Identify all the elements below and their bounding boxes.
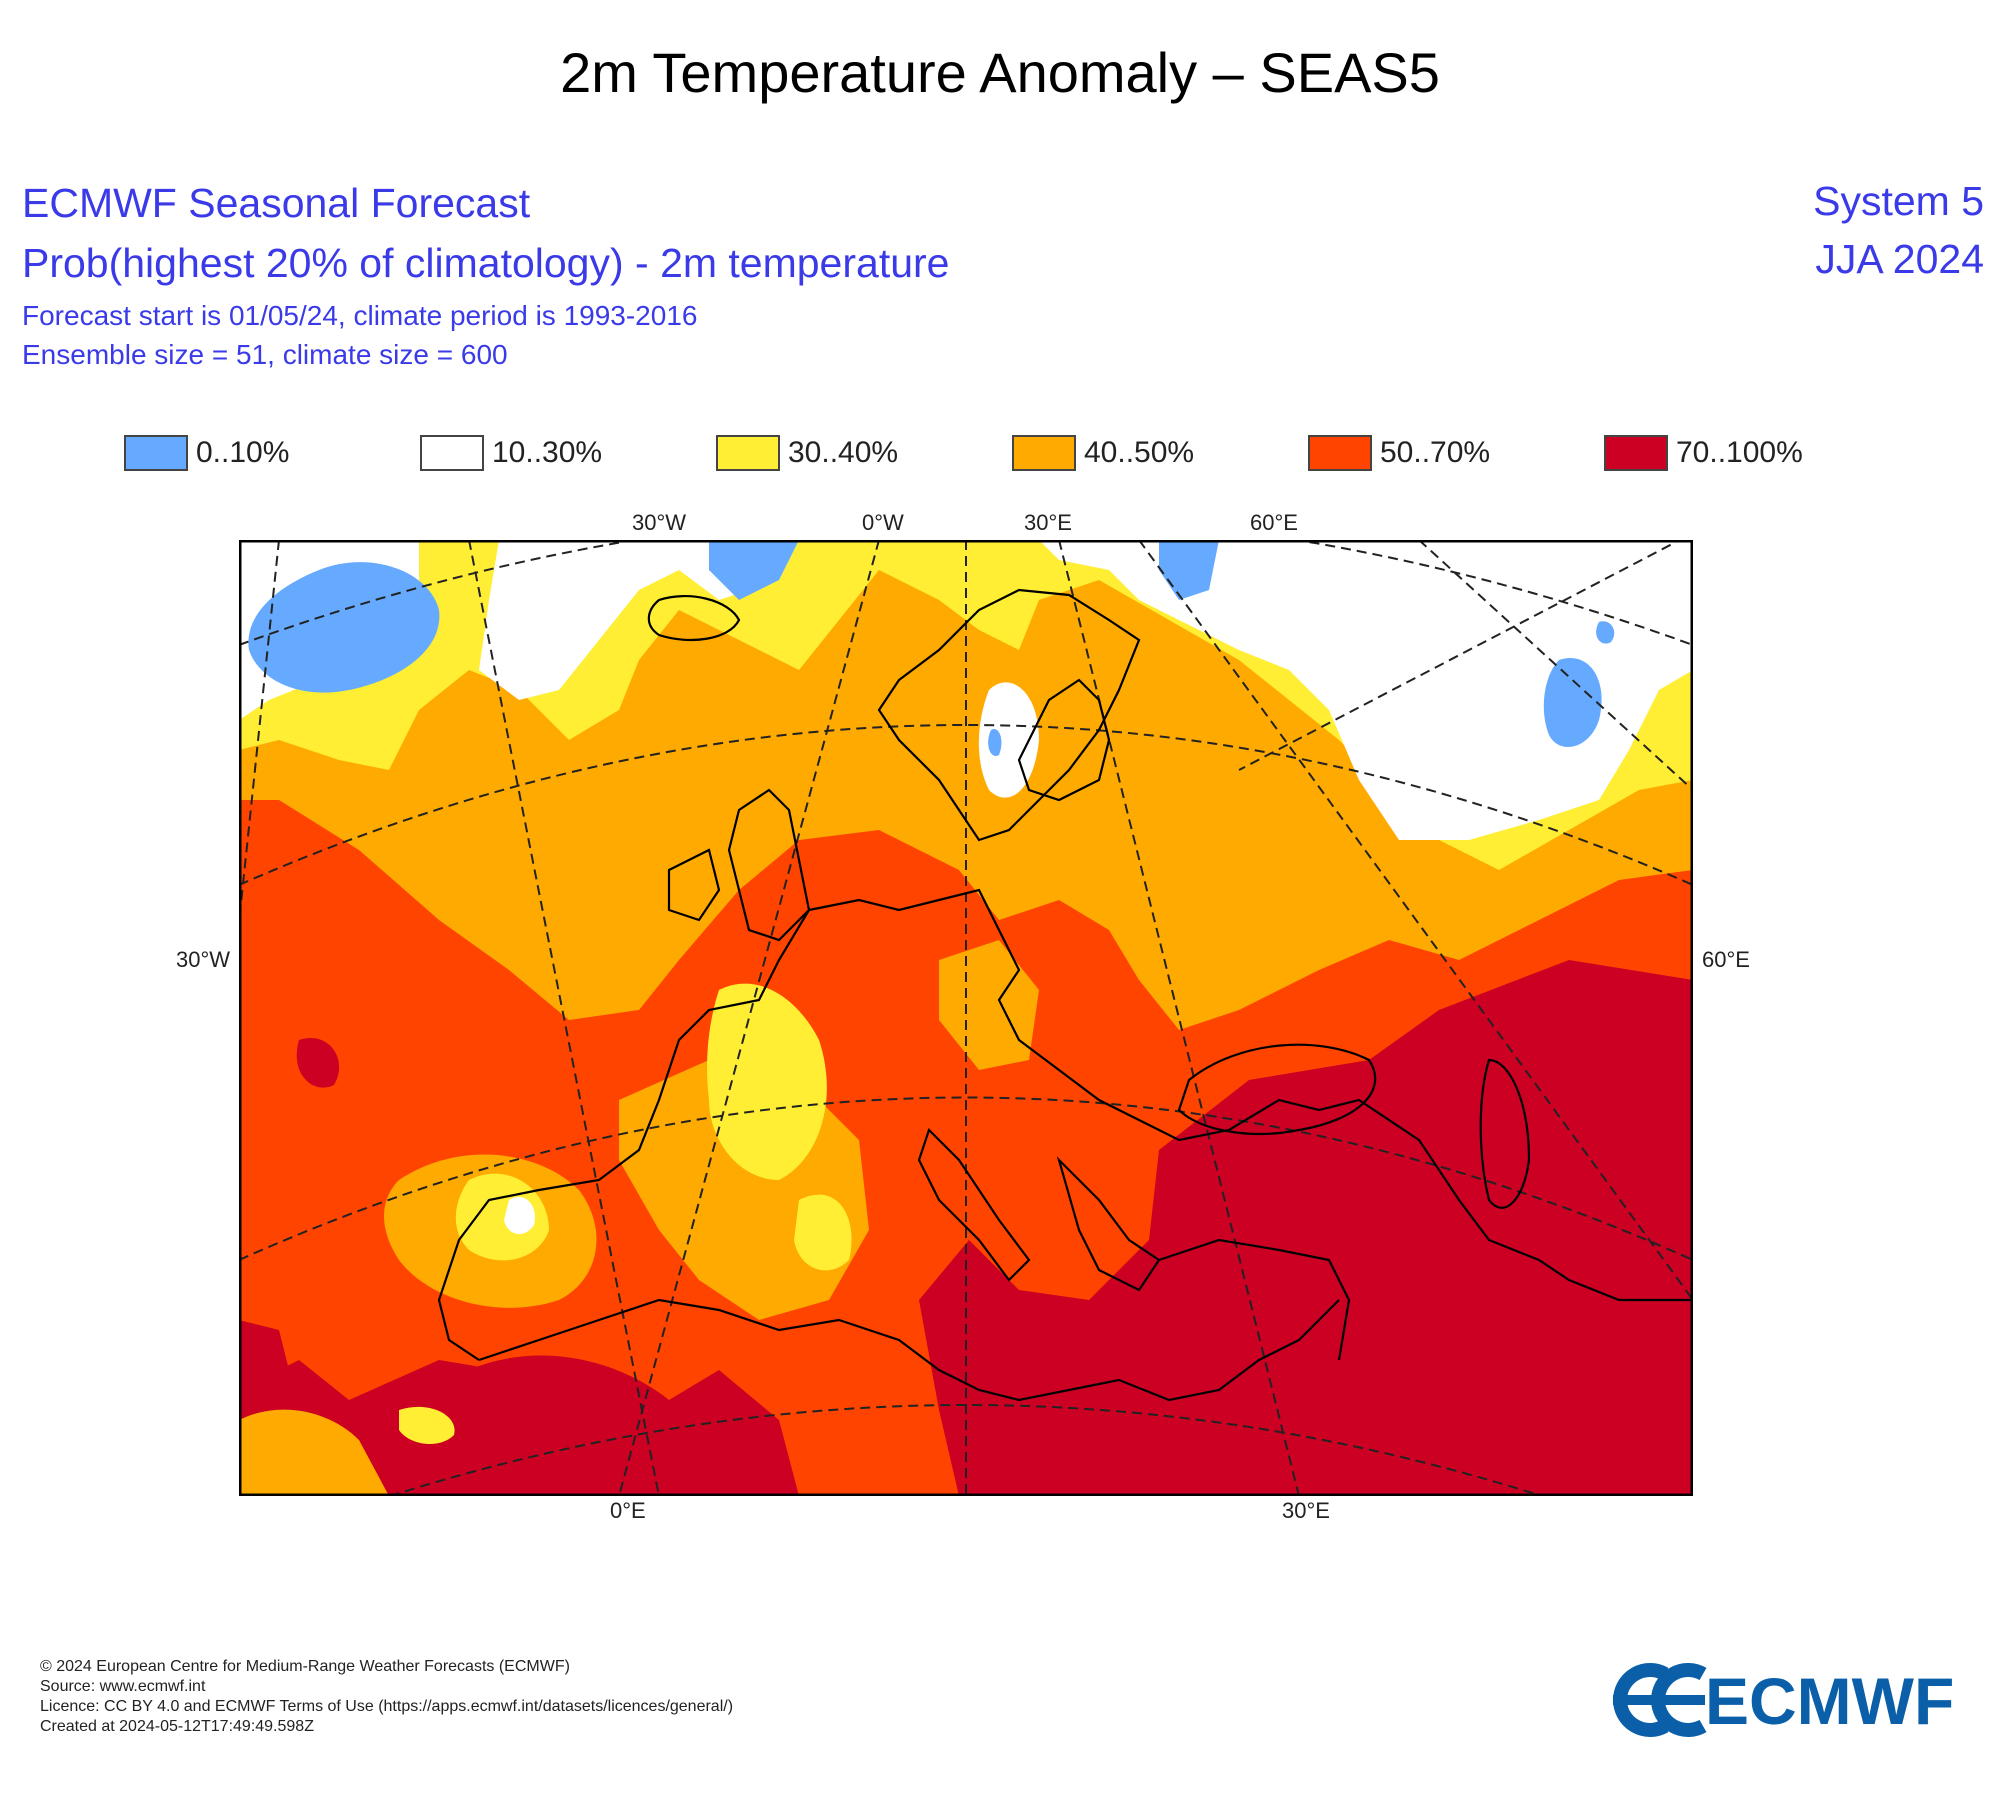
zone-0-10 (1159, 540, 1219, 600)
latitude-line (239, 1096, 1693, 1261)
coastline (727, 788, 811, 942)
legend-item: 70..100% (1604, 430, 1803, 476)
coastline (1158, 1238, 1351, 1361)
legend-swatch (1308, 435, 1372, 471)
forecast-variable: Prob(highest 20% of climatology) - 2m te… (22, 240, 950, 286)
longitude-line (239, 540, 280, 933)
top-tick-label: 60°E (1250, 510, 1298, 535)
longitude-line (1138, 540, 1693, 1301)
zone-30-40 (707, 983, 827, 1180)
zone-70-100 (239, 1320, 294, 1420)
zone-0-10 (709, 540, 799, 600)
top-tick-label: 30°W (632, 510, 687, 535)
zone-30-40 (455, 1173, 549, 1261)
legend-swatch (1012, 435, 1076, 471)
probability-field (239, 540, 1693, 1496)
map-canvas (239, 540, 1693, 1496)
ecmwf-logo-mark: ECMWF (1613, 1663, 1954, 1738)
created-line: Created at 2024-05-12T17:49:49.598Z (40, 1718, 314, 1735)
longitude-line (1238, 540, 1682, 771)
legend-item: 10..30% (420, 430, 602, 476)
legend-item: 50..70% (1308, 430, 1490, 476)
forecast-title: ECMWF Seasonal Forecast (22, 180, 531, 226)
top-tick-label: 0°W (862, 510, 904, 535)
coastline (1479, 1058, 1531, 1209)
system-label: System 5 (1813, 178, 1984, 224)
legend-label: 30..40% (788, 436, 899, 469)
legend-label: 0..10% (196, 436, 290, 469)
copyright-line: © 2024 European Centre for Medium-Range … (40, 1658, 570, 1675)
longitude-line (468, 540, 660, 1496)
coastline (1017, 678, 1111, 802)
source-line: Source: www.ecmwf.int (40, 1678, 206, 1695)
legend-swatch (716, 435, 780, 471)
coastline (808, 888, 1693, 1302)
zone-10-30 (504, 1196, 535, 1235)
zone-70-100 (296, 1038, 340, 1088)
zone-40-50 (939, 940, 1039, 1070)
latitude-line (239, 724, 1693, 886)
longitude-line (618, 540, 880, 1496)
left-tick-label: 30°W (176, 947, 231, 972)
coastline (1056, 1156, 1161, 1292)
ecmwf-logo-text: ECMWF (1705, 1664, 1954, 1738)
legend-item: 30..40% (716, 430, 898, 476)
season-label: JJA 2024 (1815, 236, 1984, 282)
map-frame (239, 540, 1693, 1496)
ensemble-info: Ensemble size = 51, climate size = 600 (22, 339, 508, 370)
zone-30-40 (794, 1194, 852, 1271)
zone-0-10 (988, 729, 1002, 756)
legend-label: 40..50% (1084, 436, 1195, 469)
legend-swatch (124, 435, 188, 471)
legend-swatch (1604, 435, 1668, 471)
coastline (1177, 1043, 1377, 1136)
forecast-start-info: Forecast start is 01/05/24, climate peri… (22, 300, 698, 331)
coastline (917, 1127, 1031, 1282)
zone-10-30 (1039, 540, 1693, 840)
legend-item: 40..50% (1012, 430, 1194, 476)
coastline (667, 848, 721, 922)
bottom-tick-label: 30°E (1282, 1498, 1330, 1523)
zone-40-50 (239, 1409, 389, 1496)
legend-swatch (420, 435, 484, 471)
ecmwf-logo: ECMWF (1595, 1660, 1975, 1745)
forecast-map (239, 540, 1693, 1496)
legend-item: 0..10% (124, 430, 289, 476)
longitude-line (1418, 540, 1693, 791)
legend-label: 10..30% (492, 436, 603, 469)
color-legend: 0..10% 10..30% 30..40% 40..50% 50..70% 7… (0, 430, 2000, 480)
coastline (647, 595, 741, 642)
coastline (877, 588, 1141, 842)
zone-0-10 (1596, 621, 1615, 644)
zone-10-30 (978, 682, 1039, 798)
right-tick-label: 60°E (1702, 947, 1750, 972)
top-tick-label: 30°E (1024, 510, 1072, 535)
latitude-line (239, 540, 1693, 646)
zone-0-10 (1543, 658, 1602, 747)
legend-label: 70..100% (1676, 436, 1803, 469)
legend-label: 50..70% (1380, 436, 1491, 469)
page-title: 2m Temperature Anomaly – SEAS5 (560, 41, 1440, 104)
licence-line: Licence: CC BY 4.0 and ECMWF Terms of Us… (40, 1698, 734, 1715)
coastlines (437, 588, 1693, 1402)
bottom-tick-label: 0°E (610, 1498, 646, 1523)
zone-30-40 (399, 1406, 455, 1445)
coastline (437, 909, 810, 1361)
zone-70-100 (439, 1355, 709, 1496)
coastline (478, 1298, 1340, 1402)
